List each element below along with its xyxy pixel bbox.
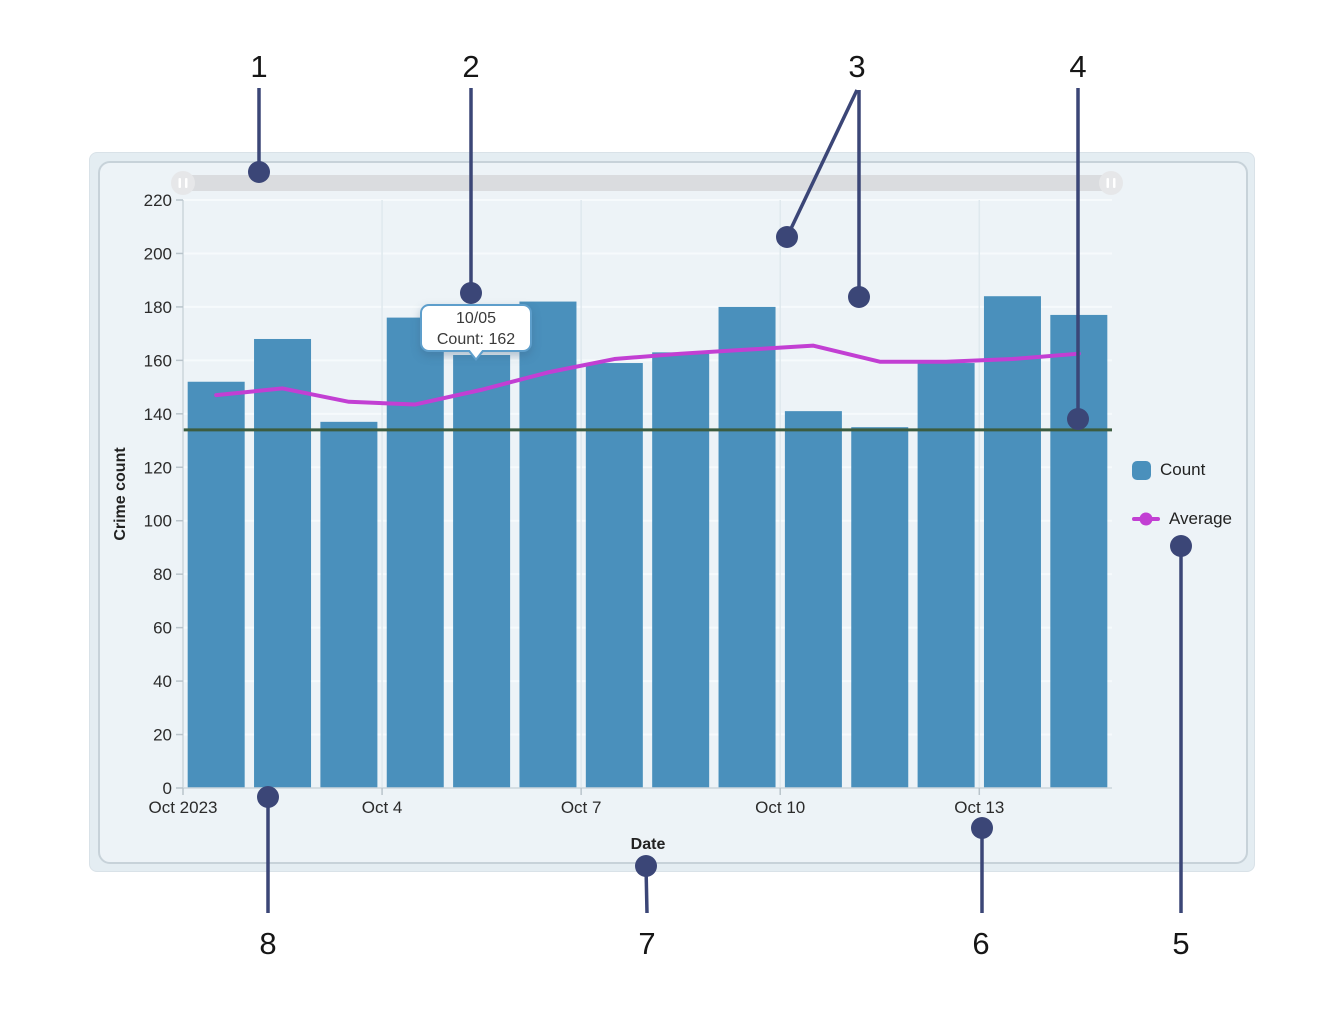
- pause-bar-icon: [1113, 178, 1116, 188]
- pause-bar-icon: [185, 178, 188, 188]
- count-bar[interactable]: [652, 352, 710, 788]
- count-bar[interactable]: [983, 296, 1041, 788]
- y-tick-label: 0: [163, 779, 172, 798]
- count-bar[interactable]: [784, 411, 842, 788]
- chart-tooltip: 10/05 Count: 162: [420, 304, 532, 361]
- tooltip-value: Count: 162: [436, 331, 516, 348]
- count-bar[interactable]: [519, 301, 577, 788]
- y-tick-label: 180: [144, 298, 172, 317]
- x-tick-label: Oct 2023: [149, 798, 218, 817]
- range-slider-track[interactable]: [183, 175, 1112, 191]
- count-swatch-icon: [1132, 460, 1151, 480]
- y-axis-title: Crime count: [112, 447, 129, 541]
- count-bar[interactable]: [917, 363, 975, 788]
- tooltip-date: 10/05: [455, 310, 497, 327]
- count-bar[interactable]: [453, 355, 511, 788]
- y-tick-label: 220: [144, 191, 172, 210]
- x-axis-title: Date: [630, 836, 666, 853]
- x-tick-label: Oct 13: [954, 798, 1004, 817]
- legend-average-label: Average: [1169, 509, 1233, 528]
- count-bar[interactable]: [187, 381, 245, 788]
- y-tick-label: 160: [144, 351, 172, 370]
- range-slider-right-handle[interactable]: [1099, 171, 1123, 195]
- count-bar[interactable]: [851, 427, 909, 788]
- y-tick-label: 80: [153, 565, 172, 584]
- legend-item-average[interactable]: Average: [1132, 509, 1232, 529]
- legend-item-count[interactable]: Count: [1132, 460, 1232, 480]
- pause-bar-icon: [1106, 178, 1109, 188]
- average-dot-icon: [1139, 512, 1153, 526]
- average-line-icon: [1132, 512, 1160, 526]
- y-tick-label: 100: [144, 512, 172, 531]
- chart-legend: Count Average: [1132, 460, 1232, 558]
- x-tick-label: Oct 7: [561, 798, 602, 817]
- pause-bar-icon: [178, 178, 181, 188]
- x-tick-label: Oct 10: [755, 798, 805, 817]
- count-bar[interactable]: [718, 306, 776, 788]
- legend-count-label: Count: [1160, 460, 1206, 479]
- y-tick-label: 120: [144, 458, 172, 477]
- y-tick-label: 60: [153, 619, 172, 638]
- y-tick-label: 20: [153, 726, 172, 745]
- average-line: [214, 343, 1081, 407]
- count-bar[interactable]: [320, 421, 378, 788]
- y-tick-label: 140: [144, 405, 172, 424]
- y-tick-label: 200: [144, 244, 172, 263]
- range-slider-left-handle[interactable]: [171, 171, 195, 195]
- count-bar[interactable]: [585, 363, 643, 788]
- count-bar[interactable]: [1050, 314, 1108, 788]
- y-tick-label: 40: [153, 672, 172, 691]
- count-bar[interactable]: [386, 317, 444, 788]
- count-bar[interactable]: [254, 338, 312, 788]
- x-tick-label: Oct 4: [362, 798, 403, 817]
